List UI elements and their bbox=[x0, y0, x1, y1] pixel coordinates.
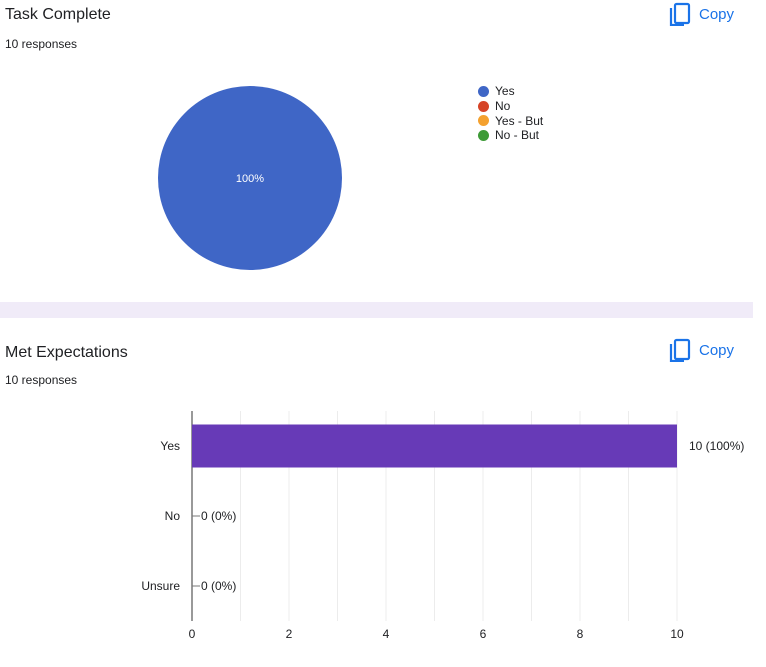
pie-slice-yes bbox=[158, 86, 342, 270]
response-count: 10 responses bbox=[5, 373, 78, 387]
data-label: 10 (100%) bbox=[689, 439, 744, 453]
legend-item: No bbox=[478, 99, 543, 114]
legend-swatch bbox=[478, 100, 489, 112]
category-label: No bbox=[165, 509, 181, 523]
chart-title: Task Complete bbox=[5, 6, 111, 23]
x-tick-label: 6 bbox=[480, 627, 487, 641]
legend-item: Yes bbox=[478, 84, 543, 99]
x-tick-label: 10 bbox=[670, 627, 684, 641]
x-tick-label: 8 bbox=[577, 627, 584, 641]
pie-chart: 100% bbox=[158, 86, 342, 270]
legend-label: Yes bbox=[495, 84, 515, 99]
pie-legend: Yes No Yes - But No - But bbox=[478, 84, 543, 143]
x-tick-label: 4 bbox=[383, 627, 390, 641]
legend-item: Yes - But bbox=[478, 113, 543, 128]
data-label: 0 (0%) bbox=[201, 579, 236, 593]
pie-slice-label: 100% bbox=[236, 173, 264, 185]
legend-item: No - But bbox=[478, 128, 543, 143]
data-label: 0 (0%) bbox=[201, 509, 236, 523]
category-label: Yes bbox=[160, 439, 180, 453]
section-divider bbox=[0, 302, 753, 318]
copy-button[interactable]: Copy bbox=[669, 2, 734, 26]
legend-label: No - But bbox=[495, 128, 540, 143]
x-tick-label: 0 bbox=[189, 627, 196, 641]
copy-button[interactable]: Copy bbox=[669, 338, 734, 362]
response-count: 10 responses bbox=[5, 37, 78, 51]
copy-icon bbox=[669, 2, 691, 26]
task-complete-card: Task Complete 10 responses Copy 100% Yes… bbox=[0, 0, 766, 302]
chart-title: Met Expectations bbox=[5, 344, 128, 361]
legend-swatch bbox=[478, 129, 489, 141]
legend-label: No bbox=[495, 99, 511, 114]
legend-swatch bbox=[478, 115, 489, 127]
bar bbox=[192, 424, 677, 468]
copy-label: Copy bbox=[699, 5, 735, 23]
copy-label: Copy bbox=[699, 341, 735, 359]
bar-chart: Yes 10 (100%) No 0 (0%) Unsure 0 (0%) 0 2 4 6 8 10 bbox=[141, 411, 744, 641]
legend-swatch bbox=[478, 85, 489, 97]
x-tick-label: 2 bbox=[286, 627, 293, 641]
category-label: Unsure bbox=[141, 579, 180, 593]
legend-label: Yes - But bbox=[495, 113, 544, 128]
met-expectations-card: Met Expectations 10 responses Copy Yes 10… bbox=[0, 318, 766, 667]
copy-icon bbox=[669, 338, 691, 362]
